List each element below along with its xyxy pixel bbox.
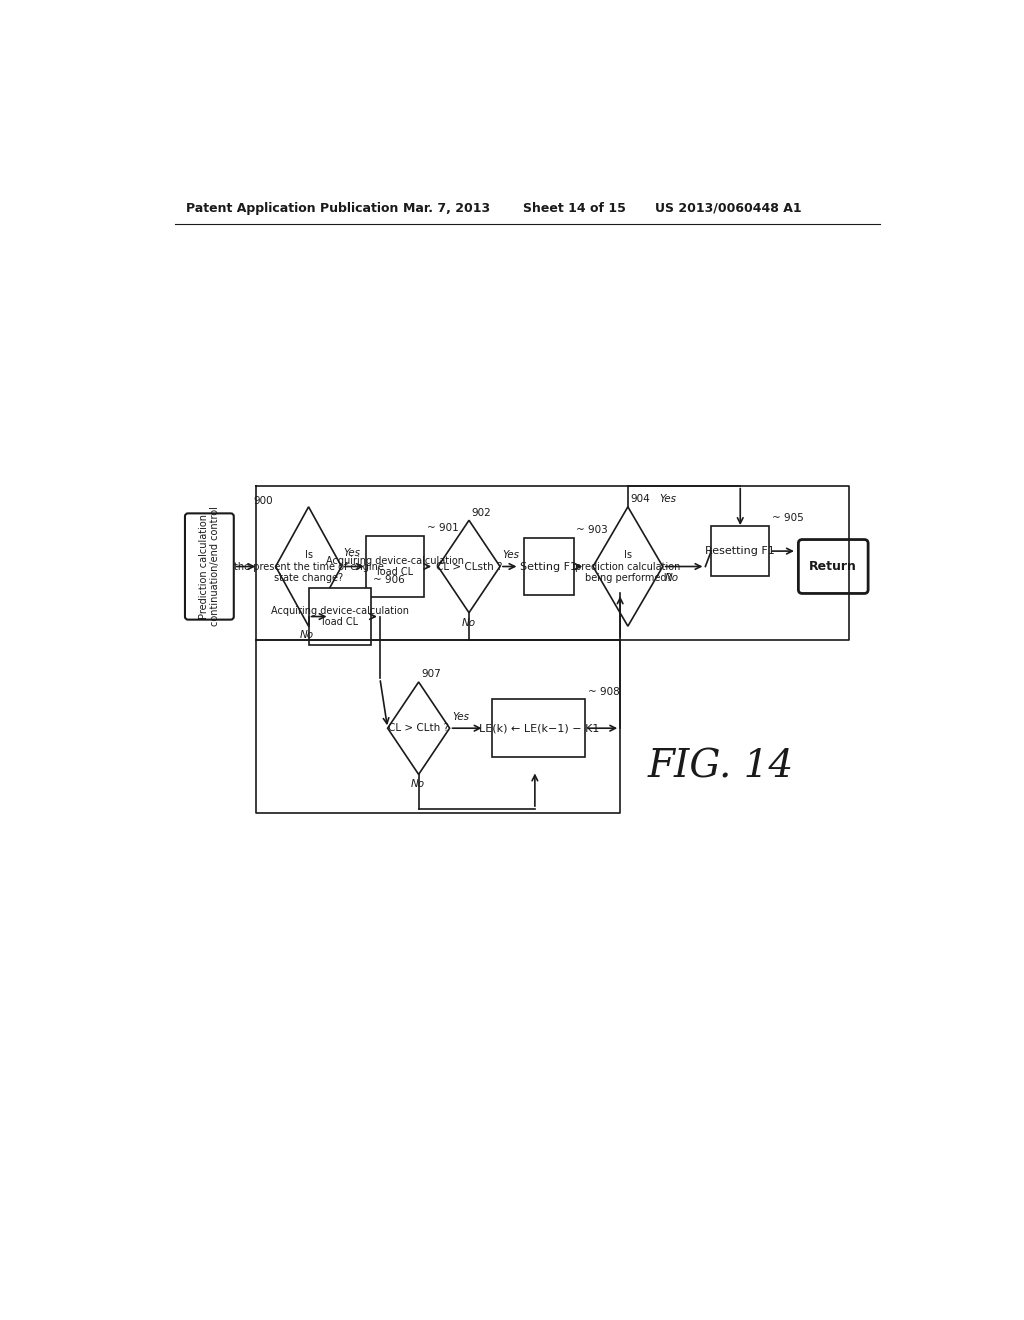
Text: Yes: Yes [452, 711, 469, 722]
Text: Acquiring device-calculation
load CL: Acquiring device-calculation load CL [327, 556, 464, 577]
Text: ~ 901: ~ 901 [427, 523, 459, 533]
Text: 904: 904 [630, 494, 650, 504]
Text: CL > CLsth ?: CL > CLsth ? [436, 561, 502, 572]
Text: Is
prediction calculation
being performed?: Is prediction calculation being performe… [575, 550, 681, 583]
Text: US 2013/0060448 A1: US 2013/0060448 A1 [655, 202, 802, 215]
Text: ~ 906: ~ 906 [373, 576, 404, 585]
Text: ~ 905: ~ 905 [772, 513, 804, 523]
Text: Yes: Yes [658, 494, 676, 504]
Bar [712, 527, 769, 576]
Text: ~ 908: ~ 908 [588, 686, 620, 697]
Polygon shape [438, 520, 500, 612]
Text: 900: 900 [254, 496, 273, 506]
Text: No: No [461, 618, 475, 628]
Text: FIG. 14: FIG. 14 [647, 748, 794, 785]
Text: Setting F1: Setting F1 [520, 561, 578, 572]
Bar [308, 587, 371, 645]
Text: 907: 907 [421, 669, 440, 680]
Text: Patent Application Publication: Patent Application Publication [186, 202, 398, 215]
Text: Yes: Yes [503, 550, 519, 560]
Text: Yes: Yes [344, 548, 360, 557]
Text: LE(k) ← LE(k−1) − K1: LE(k) ← LE(k−1) − K1 [478, 723, 599, 733]
Bar [493, 700, 586, 758]
Text: No: No [665, 573, 679, 583]
Text: Sheet 14 of 15: Sheet 14 of 15 [523, 202, 626, 215]
Text: CL > CLth ?: CL > CLth ? [388, 723, 450, 733]
Text: Resetting F1: Resetting F1 [706, 546, 775, 556]
Text: No: No [411, 779, 425, 789]
Text: ~ 903: ~ 903 [577, 525, 608, 535]
Bar [367, 536, 424, 598]
Text: Acquiring device-calculation
load CL: Acquiring device-calculation load CL [270, 606, 409, 627]
Text: Is
the present the time of engine
state change?: Is the present the time of engine state … [233, 550, 384, 583]
Text: No: No [299, 631, 313, 640]
Polygon shape [388, 682, 450, 775]
Polygon shape [593, 507, 663, 626]
FancyBboxPatch shape [185, 513, 233, 619]
Text: Return: Return [809, 560, 857, 573]
Text: Prediction calculation
continuation/end control: Prediction calculation continuation/end … [199, 507, 220, 627]
FancyBboxPatch shape [799, 540, 868, 594]
Text: 902: 902 [471, 508, 492, 517]
Polygon shape [275, 507, 342, 626]
Text: Mar. 7, 2013: Mar. 7, 2013 [403, 202, 490, 215]
Bar [523, 537, 574, 595]
